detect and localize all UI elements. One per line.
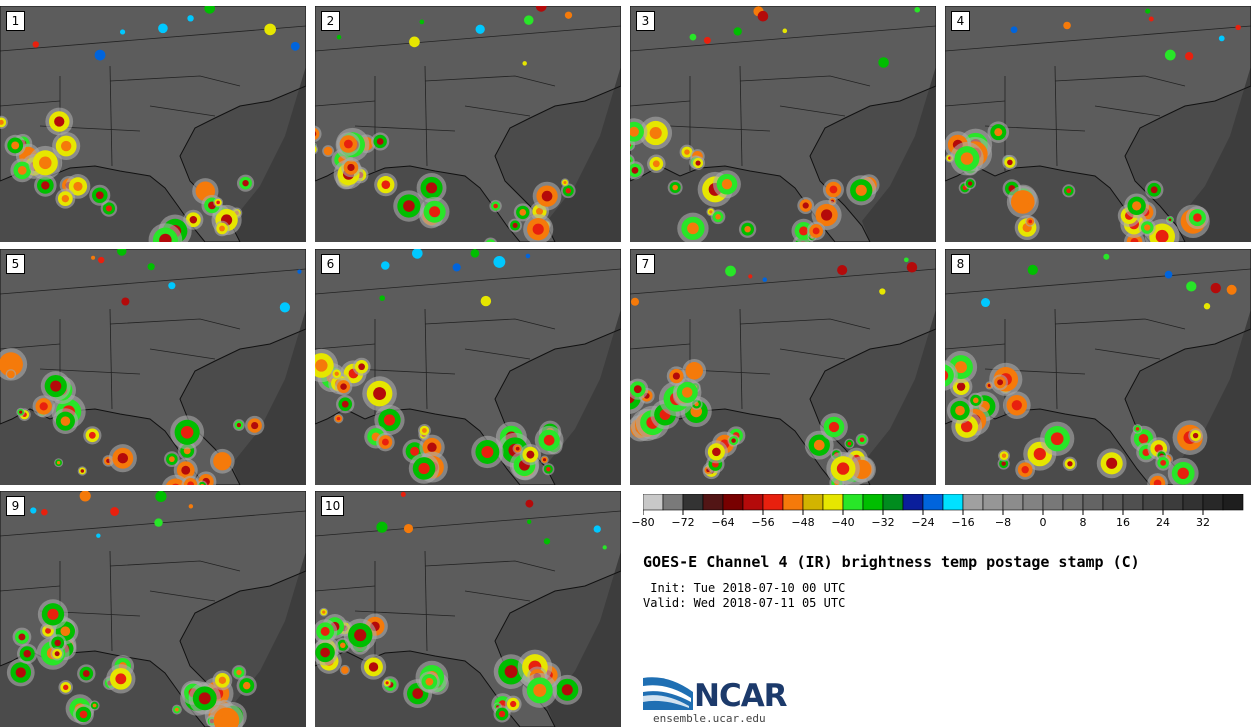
colorbar-tick-label: −32 [871,516,895,529]
colorbar-segment [1142,494,1164,511]
map-panel-1: 1 [0,6,306,242]
logo-url: ensemble.ucar.edu [653,712,766,725]
logo-wordmark: NCAR [694,678,788,714]
colorbar-segment [1202,494,1224,511]
colorbar-tick-label: −8 [994,516,1012,529]
colorbar-segment [882,494,904,511]
colorbar-tick-label: −48 [791,516,815,529]
colorbar-segment [762,494,784,511]
satellite-map [630,6,936,242]
map-panel-5: 5 [0,249,306,485]
figure-title: GOES-E Channel 4 (IR) brightness temp po… [643,553,1140,571]
satellite-map [630,249,936,485]
colorbar-segment [922,494,944,511]
colorbar-tick-labels: −80 −72 −64 −56 −48 −40 −32 −24 −16 −8 0 8 16 24 32 [631,516,1253,532]
satellite-map [315,249,621,485]
colorbar [643,494,1244,515]
panel-number-label: 6 [321,254,340,274]
colorbar-tick-label: −16 [951,516,975,529]
satellite-map [0,249,306,485]
map-panel-2: 2 [315,6,621,242]
colorbar-segment [742,494,764,511]
colorbar-segment [1102,494,1124,511]
colorbar-segment [902,494,924,511]
panel-number-label: 10 [321,496,345,516]
colorbar-segment [1162,494,1184,511]
colorbar-segment [1222,494,1244,511]
map-panel-3: 3 [630,6,936,242]
satellite-map [0,6,306,242]
map-panel-6: 6 [315,249,621,485]
ncar-logo-icon [643,677,693,710]
satellite-map [945,6,1251,242]
colorbar-segment [1182,494,1204,511]
valid-time: Valid: Wed 2018-07-11 05 UTC [643,596,846,610]
colorbar-segment [682,494,704,511]
colorbar-tick-label: 8 [1079,516,1087,529]
colorbar-segment [643,494,664,511]
colorbar-tick-label: 24 [1156,516,1170,529]
colorbar-tick-label: −80 [631,516,655,529]
colorbar-segment [1002,494,1024,511]
colorbar-segment [942,494,964,511]
map-panel-10: 10 [315,491,621,727]
colorbar-segment [1042,494,1064,511]
colorbar-segment [1022,494,1044,511]
colorbar-segment [782,494,804,511]
colorbar-segment [822,494,844,511]
satellite-map [945,249,1251,485]
panel-number-label: 9 [6,496,25,516]
colorbar-segment [662,494,684,511]
colorbar-segment [1082,494,1104,511]
map-panel-8: 8 [945,249,1251,485]
colorbar-segment [842,494,864,511]
colorbar-tick-label: −24 [911,516,935,529]
map-panel-7: 7 [630,249,936,485]
panel-number-label: 7 [636,254,655,274]
panel-number-label: 1 [6,11,25,31]
map-panel-4: 4 [945,6,1251,242]
satellite-map [0,491,306,727]
colorbar-segment [702,494,724,511]
colorbar-tick-label: −72 [671,516,695,529]
panel-number-label: 8 [951,254,970,274]
colorbar-tick-label: 0 [1039,516,1047,529]
panel-number-label: 2 [321,11,340,31]
colorbar-segment [722,494,744,511]
map-panel-9: 9 [0,491,306,727]
panel-number-label: 3 [636,11,655,31]
colorbar-tick-label: 32 [1196,516,1210,529]
init-time: Init: Tue 2018-07-10 00 UTC [643,581,846,595]
panel-number-label: 4 [951,11,970,31]
colorbar-tick-label: −40 [831,516,855,529]
colorbar-segment [1062,494,1084,511]
panel-number-label: 5 [6,254,25,274]
colorbar-segment [802,494,824,511]
colorbar-tick-label: −56 [751,516,775,529]
colorbar-segment [1122,494,1144,511]
satellite-map [315,6,621,242]
colorbar-tick-label: 16 [1116,516,1130,529]
colorbar-tick-label: −64 [711,516,735,529]
colorbar-segment [862,494,884,511]
colorbar-segment [982,494,1004,511]
colorbar-segment [962,494,984,511]
satellite-map [315,491,621,727]
